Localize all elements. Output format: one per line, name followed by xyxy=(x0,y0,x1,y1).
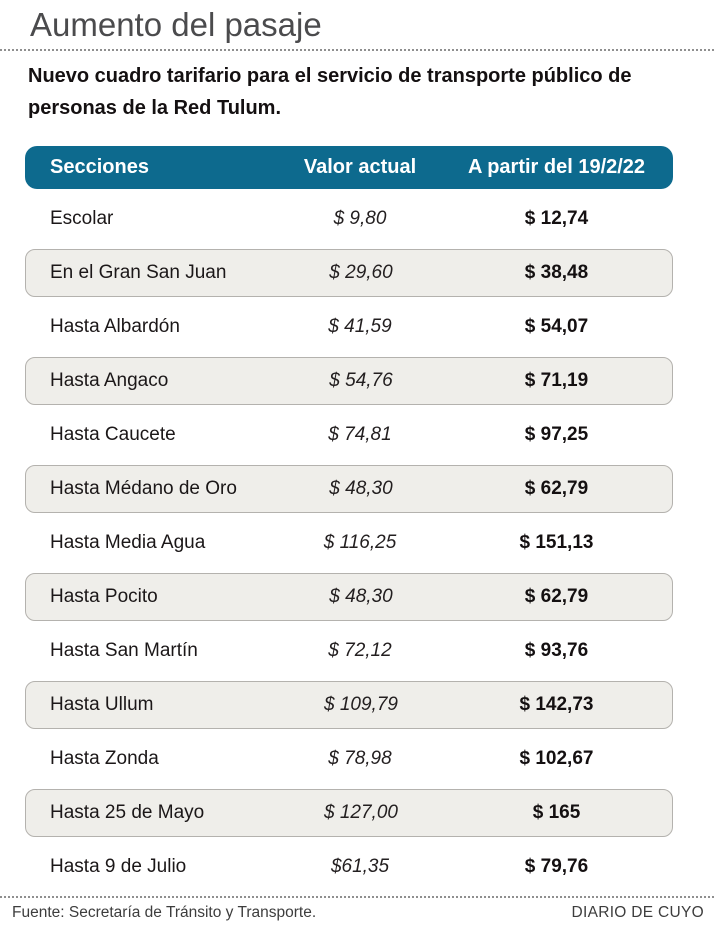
cell-a-partir: $ 142,73 xyxy=(519,694,594,715)
cell-valor-actual: $ 9,80 xyxy=(333,208,387,229)
cell-valor-actual: $ 48,30 xyxy=(329,586,393,607)
footer: Fuente: Secretaría de Tránsito y Transpo… xyxy=(12,904,704,922)
cell-a-partir: $ 93,76 xyxy=(524,640,589,661)
cell-valor-actual: $ 116,25 xyxy=(323,532,397,553)
cell-valor-actual: $ 74,81 xyxy=(328,424,392,445)
cell-valor-actual: $ 127,00 xyxy=(324,802,398,823)
table-row: En el Gran San Juan $ 29,60 $ 38,48 xyxy=(25,249,673,297)
cell-valor-actual: $ 54,76 xyxy=(329,370,393,391)
cell-seccion: Hasta Zonda xyxy=(50,748,159,769)
cell-seccion: Hasta 25 de Mayo xyxy=(50,802,205,823)
cell-a-partir: $ 71,19 xyxy=(524,370,589,391)
cell-a-partir: $ 54,07 xyxy=(524,316,589,337)
cell-seccion: Hasta Angaco xyxy=(50,370,169,391)
cell-a-partir: $ 97,25 xyxy=(524,424,589,445)
cell-seccion: Hasta Pocito xyxy=(50,586,158,607)
cell-a-partir: $ 151,13 xyxy=(519,532,594,553)
table-body: Escolar $ 9,80 $ 12,74 En el Gran San Ju… xyxy=(25,192,673,894)
source-credit: Fuente: Secretaría de Tránsito y Transpo… xyxy=(12,904,317,921)
fare-table: Secciones Valor actual A partir del 19/2… xyxy=(25,146,673,894)
publisher-brand: DIARIO DE CUYO xyxy=(571,904,704,921)
cell-a-partir: $ 38,48 xyxy=(524,262,589,283)
cell-a-partir: $ 102,67 xyxy=(519,748,594,769)
column-header-secciones: Secciones xyxy=(50,156,149,178)
cell-seccion: Hasta Media Agua xyxy=(50,532,206,553)
column-header-valor-actual: Valor actual xyxy=(303,156,417,178)
cell-seccion: En el Gran San Juan xyxy=(50,262,227,283)
table-row: Escolar $ 9,80 $ 12,74 xyxy=(25,192,673,246)
cell-seccion: Hasta Caucete xyxy=(50,424,176,445)
table-row: Hasta 25 de Mayo $ 127,00 $ 165 xyxy=(25,789,673,837)
cell-seccion: Hasta Médano de Oro xyxy=(50,478,237,499)
cell-a-partir: $ 12,74 xyxy=(524,208,589,229)
cell-valor-actual: $ 29,60 xyxy=(329,262,393,283)
table-row: Hasta Media Agua $ 116,25 $ 151,13 xyxy=(25,516,673,570)
table-row: Hasta Ullum $ 109,79 $ 142,73 xyxy=(25,681,673,729)
cell-seccion: Hasta Albardón xyxy=(50,316,180,337)
table-row: Hasta 9 de Julio $61,35 $ 79,76 xyxy=(25,840,673,894)
table-row: Hasta Caucete $ 74,81 $ 97,25 xyxy=(25,408,673,462)
table-row: Hasta Albardón $ 41,59 $ 54,07 xyxy=(25,300,673,354)
table-row: Hasta Pocito $ 48,30 $ 62,79 xyxy=(25,573,673,621)
cell-seccion: Escolar xyxy=(50,208,114,229)
cell-a-partir: $ 62,79 xyxy=(524,586,589,607)
dotted-divider-bottom xyxy=(0,896,714,898)
cell-valor-actual: $ 48,30 xyxy=(329,478,393,499)
table-row: Hasta San Martín $ 72,12 $ 93,76 xyxy=(25,624,673,678)
table-row: Hasta Zonda $ 78,98 $ 102,67 xyxy=(25,732,673,786)
cell-valor-actual: $ 109,79 xyxy=(324,694,398,715)
dotted-divider-top xyxy=(0,49,714,51)
cell-a-partir: $ 79,76 xyxy=(524,856,589,877)
cell-seccion: Hasta Ullum xyxy=(50,694,154,715)
cell-valor-actual: $ 41,59 xyxy=(328,316,392,337)
table-header: Secciones Valor actual A partir del 19/2… xyxy=(25,146,673,189)
cell-a-partir: $ 165 xyxy=(532,802,581,823)
cell-a-partir: $ 62,79 xyxy=(524,478,589,499)
cell-seccion: Hasta 9 de Julio xyxy=(50,856,187,877)
page-title: Aumento del pasaje xyxy=(30,6,322,43)
cell-valor-actual: $61,35 xyxy=(330,856,390,877)
table-row: Hasta Médano de Oro $ 48,30 $ 62,79 xyxy=(25,465,673,513)
cell-valor-actual: $ 72,12 xyxy=(328,640,392,661)
cell-valor-actual: $ 78,98 xyxy=(328,748,392,769)
subtitle: Nuevo cuadro tarifario para el servicio … xyxy=(28,65,632,119)
table-row: Hasta Angaco $ 54,76 $ 71,19 xyxy=(25,357,673,405)
column-header-a-partir: A partir del 19/2/22 xyxy=(467,156,646,178)
cell-seccion: Hasta San Martín xyxy=(50,640,198,661)
